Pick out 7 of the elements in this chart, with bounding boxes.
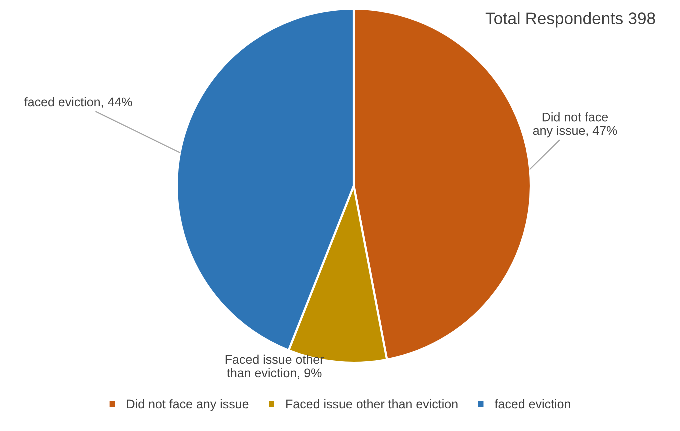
data-label: Did not face any issue, 47% xyxy=(533,112,618,138)
legend-label: faced eviction xyxy=(494,399,570,409)
data-label: Faced issue other than eviction, 9% xyxy=(226,354,324,380)
data-label: faced eviction, 44% xyxy=(24,97,132,108)
legend-label: Faced issue other than eviction xyxy=(286,399,458,409)
legend-label: Did not face any issue xyxy=(127,399,249,412)
chart-title: Total Respondents 398 xyxy=(486,12,656,28)
